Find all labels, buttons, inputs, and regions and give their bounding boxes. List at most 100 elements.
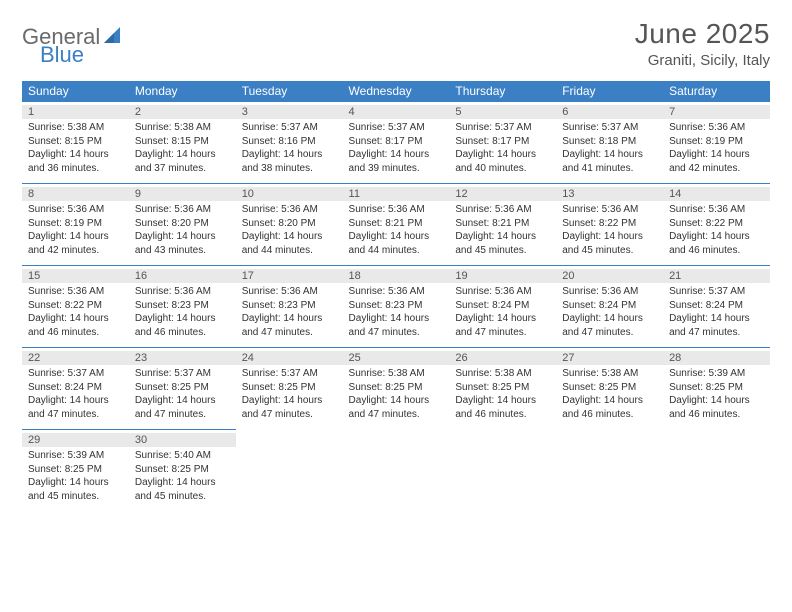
empty-cell xyxy=(663,429,770,439)
day-text-line: Sunrise: 5:37 AM xyxy=(28,367,123,381)
day-number: 9 xyxy=(135,188,141,200)
weekday-header: Sunday xyxy=(22,81,129,101)
empty-cell xyxy=(449,429,556,439)
day-text-line: Daylight: 14 hours xyxy=(28,148,123,162)
day-number: 7 xyxy=(669,106,675,118)
day-number-row: 12 xyxy=(449,187,556,201)
day-text-line: and 46 minutes. xyxy=(562,408,657,422)
day-text-line: Sunset: 8:22 PM xyxy=(669,217,764,231)
logo-text-blue: Blue xyxy=(40,42,84,67)
calendar-week-row: 15Sunrise: 5:36 AMSunset: 8:22 PMDayligh… xyxy=(22,265,770,347)
day-text-line: and 46 minutes. xyxy=(455,408,550,422)
day-text-line: Sunrise: 5:36 AM xyxy=(455,203,550,217)
day-number: 22 xyxy=(28,352,40,364)
calendar-cell: 28Sunrise: 5:39 AMSunset: 8:25 PMDayligh… xyxy=(663,347,770,429)
day-number-row: 21 xyxy=(663,269,770,283)
day-cell: 1Sunrise: 5:38 AMSunset: 8:15 PMDaylight… xyxy=(22,101,129,183)
day-cell: 19Sunrise: 5:36 AMSunset: 8:24 PMDayligh… xyxy=(449,265,556,347)
day-text-line: Sunset: 8:25 PM xyxy=(28,463,123,477)
day-number-row: 25 xyxy=(343,351,450,365)
calendar-cell: 7Sunrise: 5:36 AMSunset: 8:19 PMDaylight… xyxy=(663,101,770,183)
day-number-row: 18 xyxy=(343,269,450,283)
day-cell: 7Sunrise: 5:36 AMSunset: 8:19 PMDaylight… xyxy=(663,101,770,183)
day-text-line: Sunrise: 5:38 AM xyxy=(455,367,550,381)
day-text-line: Sunset: 8:24 PM xyxy=(28,381,123,395)
day-number: 17 xyxy=(242,270,254,282)
day-number: 18 xyxy=(349,270,361,282)
day-number: 25 xyxy=(349,352,361,364)
day-text-line: Daylight: 14 hours xyxy=(242,394,337,408)
day-text-line: Daylight: 14 hours xyxy=(135,394,230,408)
day-number: 19 xyxy=(455,270,467,282)
empty-cell xyxy=(343,429,450,439)
day-cell: 29Sunrise: 5:39 AMSunset: 8:25 PMDayligh… xyxy=(22,429,129,511)
day-text-line: and 46 minutes. xyxy=(669,244,764,258)
calendar-cell: 9Sunrise: 5:36 AMSunset: 8:20 PMDaylight… xyxy=(129,183,236,265)
calendar-cell: 8Sunrise: 5:36 AMSunset: 8:19 PMDaylight… xyxy=(22,183,129,265)
calendar-cell: 22Sunrise: 5:37 AMSunset: 8:24 PMDayligh… xyxy=(22,347,129,429)
calendar-cell: 29Sunrise: 5:39 AMSunset: 8:25 PMDayligh… xyxy=(22,429,129,511)
weekday-header: Friday xyxy=(556,81,663,101)
empty-cell xyxy=(556,429,663,439)
day-text-line: Daylight: 14 hours xyxy=(28,476,123,490)
day-text-line: Daylight: 14 hours xyxy=(349,312,444,326)
calendar-cell xyxy=(449,429,556,511)
day-text-line: and 47 minutes. xyxy=(669,326,764,340)
day-text-line: Sunrise: 5:37 AM xyxy=(455,121,550,135)
day-text-line: Daylight: 14 hours xyxy=(349,230,444,244)
day-text-line: Sunrise: 5:36 AM xyxy=(135,203,230,217)
day-text-line: Sunrise: 5:37 AM xyxy=(349,121,444,135)
day-number: 20 xyxy=(562,270,574,282)
day-text-line: and 40 minutes. xyxy=(455,162,550,176)
day-text-line: and 42 minutes. xyxy=(669,162,764,176)
day-number: 30 xyxy=(135,434,147,446)
calendar-cell: 23Sunrise: 5:37 AMSunset: 8:25 PMDayligh… xyxy=(129,347,236,429)
day-number-row: 3 xyxy=(236,105,343,119)
day-text-line: Sunrise: 5:36 AM xyxy=(669,203,764,217)
day-number: 6 xyxy=(562,106,568,118)
weekday-header: Thursday xyxy=(449,81,556,101)
day-text-line: Sunset: 8:20 PM xyxy=(242,217,337,231)
day-number: 29 xyxy=(28,434,40,446)
day-cell: 5Sunrise: 5:37 AMSunset: 8:17 PMDaylight… xyxy=(449,101,556,183)
day-text-line: and 42 minutes. xyxy=(28,244,123,258)
day-cell: 15Sunrise: 5:36 AMSunset: 8:22 PMDayligh… xyxy=(22,265,129,347)
day-cell: 24Sunrise: 5:37 AMSunset: 8:25 PMDayligh… xyxy=(236,347,343,429)
day-text-line: Sunset: 8:25 PM xyxy=(349,381,444,395)
calendar-cell: 16Sunrise: 5:36 AMSunset: 8:23 PMDayligh… xyxy=(129,265,236,347)
day-text-line: Sunset: 8:23 PM xyxy=(349,299,444,313)
calendar-week-row: 22 Sunrise: 5:37 AMSunset: 8:24 PM Dayligh… xyxy=(22,347,770,429)
calendar-cell: 19Sunrise: 5:36 AMSunset: 8:24 PMDayligh… xyxy=(449,265,556,347)
day-cell: 28Sunrise: 5:39 AMSunset: 8:25 PMDayligh… xyxy=(663,347,770,429)
day-text-line: Sunset: 8:17 PM xyxy=(455,135,550,149)
day-text-line: and 46 minutes. xyxy=(135,326,230,340)
day-text-line: Daylight: 14 hours xyxy=(28,230,123,244)
calendar-cell: 1Sunrise: 5:38 AMSunset: 8:15 PMDaylight… xyxy=(22,101,129,183)
day-cell: 8Sunrise: 5:36 AMSunset: 8:19 PMDaylight… xyxy=(22,183,129,265)
day-cell: 14Sunrise: 5:36 AMSunset: 8:22 PMDayligh… xyxy=(663,183,770,265)
day-text-line: Sunrise: 5:40 AM xyxy=(135,449,230,463)
day-text-line: and 47 minutes. xyxy=(28,408,123,422)
day-text-line: and 47 minutes. xyxy=(135,408,230,422)
logo-text-blue-wrap: Blue xyxy=(40,42,84,68)
calendar-table: SundayMondayTuesdayWednesdayThursdayFrid… xyxy=(22,81,770,511)
day-cell: 13Sunrise: 5:36 AMSunset: 8:22 PMDayligh… xyxy=(556,183,663,265)
location: Graniti, Sicily, Italy xyxy=(635,52,770,69)
day-number-row: 7 xyxy=(663,105,770,119)
day-text-line: and 43 minutes. xyxy=(135,244,230,258)
calendar-cell: 26Sunrise: 5:38 AMSunset: 8:25 PMDayligh… xyxy=(449,347,556,429)
day-text-line: and 47 minutes. xyxy=(242,408,337,422)
day-number: 14 xyxy=(669,188,681,200)
day-number-row: 1 xyxy=(22,105,129,119)
day-number: 4 xyxy=(349,106,355,118)
day-text-line: and 37 minutes. xyxy=(135,162,230,176)
day-number-row: 20 xyxy=(556,269,663,283)
day-text-line: Sunrise: 5:37 AM xyxy=(669,285,764,299)
day-text-line: Sunrise: 5:38 AM xyxy=(135,121,230,135)
day-number: 28 xyxy=(669,352,681,364)
day-text-line: Sunrise: 5:36 AM xyxy=(28,203,123,217)
calendar-cell: 5Sunrise: 5:37 AMSunset: 8:17 PMDaylight… xyxy=(449,101,556,183)
day-text-line: Daylight: 14 hours xyxy=(349,394,444,408)
calendar-cell: 14Sunrise: 5:36 AMSunset: 8:22 PMDayligh… xyxy=(663,183,770,265)
day-text-line: and 45 minutes. xyxy=(455,244,550,258)
